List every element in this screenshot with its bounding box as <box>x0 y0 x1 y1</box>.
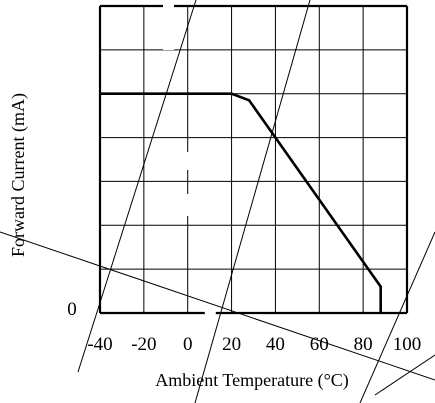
artifact-line <box>359 231 435 403</box>
derating-curve <box>100 92 382 313</box>
x-tick-label: -20 <box>131 334 156 355</box>
axis-break-segment <box>204 305 216 320</box>
x-tick-labels: -40 -20 0 20 40 60 80 100 <box>87 334 421 355</box>
artifact-line <box>77 0 197 373</box>
x-tick-label: -40 <box>87 334 112 355</box>
x-tick-label: 100 <box>393 334 422 355</box>
artifact-line <box>0 231 435 381</box>
y-tick-label: 0 <box>67 299 77 320</box>
axis-break-segment <box>183 152 195 170</box>
y-axis-label: Forward Current (mA) <box>8 93 29 257</box>
series-layer <box>100 92 382 313</box>
axis-break-segment <box>184 194 196 216</box>
plot-frame <box>98 4 409 315</box>
axis-break-gap <box>163 4 216 320</box>
artifact-line <box>194 0 311 403</box>
axis-break-segment <box>172 64 184 86</box>
x-tick-label: 60 <box>310 334 329 355</box>
x-tick-label: 80 <box>354 334 373 355</box>
x-tick-label: 20 <box>222 334 241 355</box>
x-tick-label: 40 <box>266 334 285 355</box>
x-tick-label: 0 <box>183 334 193 355</box>
axis-break-segment <box>173 107 185 128</box>
axis-break-segment <box>195 276 207 300</box>
axis-break-segment <box>163 4 174 50</box>
artifact-line <box>374 354 435 396</box>
x-axis-label: Ambient Temperature (°C) <box>155 370 349 391</box>
y-tick-labels: 0 <box>67 299 77 320</box>
axis-break-segment <box>194 236 205 256</box>
plot-grid <box>100 6 407 313</box>
